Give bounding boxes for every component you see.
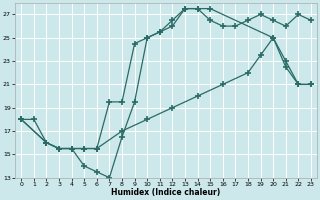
X-axis label: Humidex (Indice chaleur): Humidex (Indice chaleur) bbox=[111, 188, 221, 197]
